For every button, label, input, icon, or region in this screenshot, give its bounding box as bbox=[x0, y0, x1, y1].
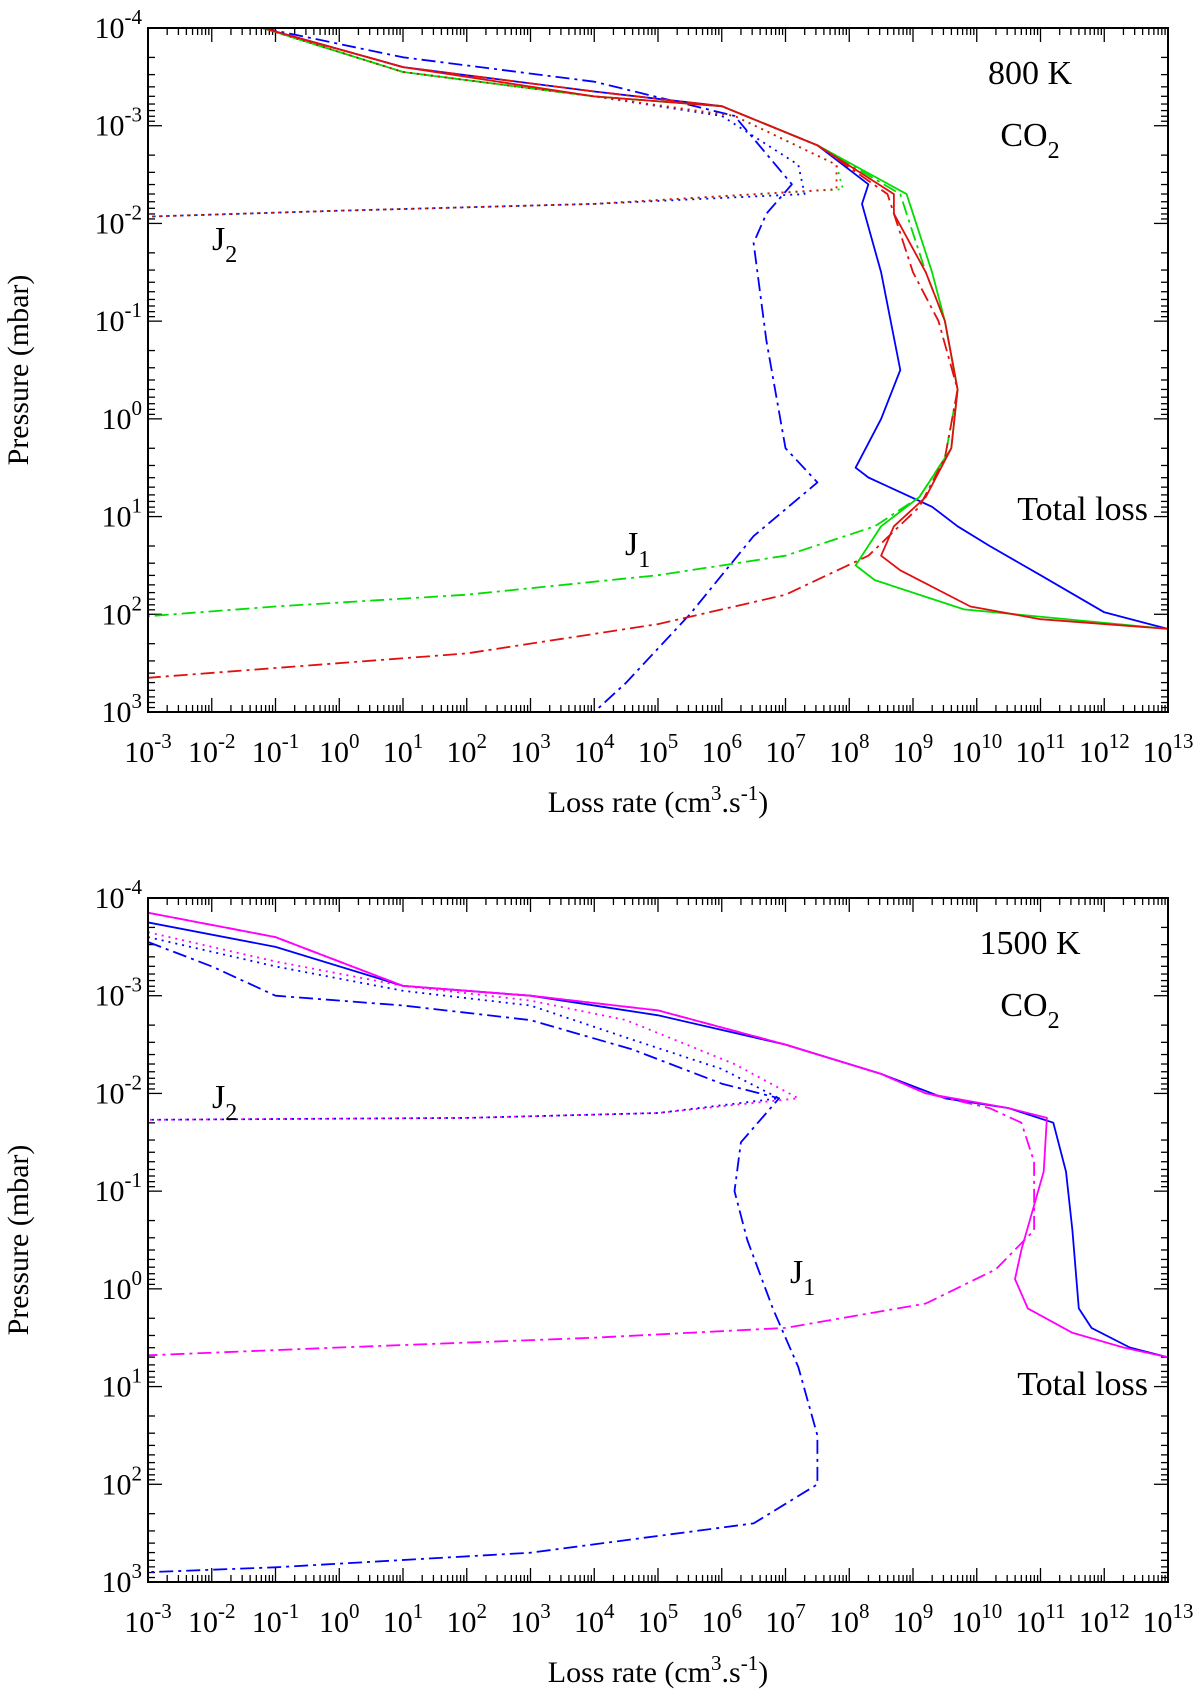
x-tick-label: 101 bbox=[383, 1599, 424, 1639]
x-tick-label: 103 bbox=[510, 729, 551, 769]
x-tick-label: 109 bbox=[893, 729, 934, 769]
y-tick-label: 102 bbox=[102, 1461, 143, 1501]
x-tick-label: 107 bbox=[765, 1599, 806, 1639]
x-tick-label: 1010 bbox=[951, 1599, 1002, 1639]
x-tick-label: 10-3 bbox=[124, 1599, 172, 1639]
y-tick-label: 100 bbox=[102, 396, 143, 436]
x-tick-label: 1011 bbox=[1015, 1599, 1065, 1639]
series-line-3 bbox=[262, 28, 819, 712]
series-group bbox=[148, 28, 1168, 712]
annotation-species: CO2 bbox=[1000, 987, 1059, 1034]
y-axis-title: Pressure (mbar) bbox=[2, 1145, 35, 1336]
x-tick-label: 108 bbox=[829, 729, 870, 769]
y-tick-label: 101 bbox=[102, 494, 143, 534]
axis-ticks bbox=[147, 897, 1168, 1582]
x-axis-title: Loss rate (cm3.s-1) bbox=[548, 781, 768, 819]
x-tick-label: 100 bbox=[319, 1599, 360, 1639]
annotation-label: J2 bbox=[212, 221, 237, 268]
y-tick-label: 100 bbox=[102, 1266, 143, 1306]
y-axis-title: Pressure (mbar) bbox=[2, 275, 35, 466]
annotation-species: CO2 bbox=[1000, 117, 1059, 164]
x-tick-label: 10-1 bbox=[252, 1599, 300, 1639]
x-tick-label: 105 bbox=[638, 1599, 679, 1639]
x-tick-label: 1012 bbox=[1079, 1599, 1130, 1639]
x-tick-label: 107 bbox=[765, 729, 806, 769]
series-line-5 bbox=[148, 28, 844, 218]
y-tick-label: 10-3 bbox=[95, 103, 143, 143]
series-line-2 bbox=[148, 936, 780, 1121]
annotation-label: J1 bbox=[625, 526, 650, 573]
x-tick-label: 106 bbox=[702, 1599, 743, 1639]
x-tick-label: 106 bbox=[702, 729, 743, 769]
y-tick-label: 10-1 bbox=[95, 1168, 143, 1208]
y-tick-label: 103 bbox=[102, 1559, 143, 1599]
series-line-3 bbox=[148, 941, 819, 1574]
series-line-4 bbox=[148, 911, 1168, 1359]
x-tick-label: 1013 bbox=[1143, 729, 1194, 769]
series-line-2 bbox=[148, 28, 806, 218]
annotation-label: J1 bbox=[790, 1254, 815, 1301]
axis-ticks bbox=[147, 27, 1168, 712]
series-line-6 bbox=[148, 28, 959, 618]
y-tick-label: 10-2 bbox=[95, 200, 143, 240]
x-tick-label: 104 bbox=[574, 729, 615, 769]
chart-panel-1: 10-3 10-2 10-1 100 101 102 103 104 105 106 107 108 1… bbox=[2, 5, 1194, 819]
x-tick-label: 104 bbox=[574, 1599, 615, 1639]
x-axis-title: Loss rate (cm3.s-1) bbox=[548, 1651, 768, 1689]
annotation-label: J2 bbox=[212, 1079, 237, 1126]
chart-panel-2: 10-3 10-2 10-1 100 101 102 103 104 105 106 107 108 1… bbox=[2, 875, 1194, 1689]
y-tick-label: 10-4 bbox=[95, 5, 143, 45]
x-tick-label: 10-2 bbox=[188, 729, 236, 769]
annotation-label: Total loss bbox=[1017, 1366, 1148, 1403]
x-tick-label: 1012 bbox=[1079, 729, 1130, 769]
y-tick-label: 102 bbox=[102, 591, 143, 631]
x-tick-label: 101 bbox=[383, 729, 424, 769]
x-tick-label: 1010 bbox=[951, 729, 1002, 769]
y-tick-label: 10-2 bbox=[95, 1070, 143, 1110]
x-tick-label: 102 bbox=[447, 729, 488, 769]
series-line-8 bbox=[148, 28, 838, 218]
x-tick-label: 10-1 bbox=[252, 729, 300, 769]
y-tick-label: 10-1 bbox=[95, 298, 143, 338]
x-tick-label: 1013 bbox=[1143, 1599, 1194, 1639]
x-tick-label: 103 bbox=[510, 1599, 551, 1639]
x-tick-label: 105 bbox=[638, 729, 679, 769]
annotation-label: Total loss bbox=[1017, 491, 1148, 528]
x-tick-label: 1011 bbox=[1015, 729, 1065, 769]
x-tick-label: 102 bbox=[447, 1599, 488, 1639]
x-tick-label: 100 bbox=[319, 729, 360, 769]
y-tick-label: 10-4 bbox=[95, 875, 143, 915]
y-tick-label: 10-3 bbox=[95, 973, 143, 1013]
series-group bbox=[148, 911, 1168, 1574]
series-line-9 bbox=[148, 28, 959, 679]
annotation-temperature: 1500 K bbox=[979, 925, 1081, 962]
x-tick-label: 10-3 bbox=[124, 729, 172, 769]
annotation-temperature: 800 K bbox=[988, 55, 1073, 92]
x-tick-label: 109 bbox=[893, 1599, 934, 1639]
series-line-6 bbox=[148, 911, 1035, 1357]
x-tick-label: 108 bbox=[829, 1599, 870, 1639]
plot-frame bbox=[147, 897, 1169, 1583]
y-tick-label: 101 bbox=[102, 1364, 143, 1404]
plot-frame bbox=[147, 27, 1169, 713]
y-tick-label: 103 bbox=[102, 689, 143, 729]
x-tick-label: 10-2 bbox=[188, 1599, 236, 1639]
